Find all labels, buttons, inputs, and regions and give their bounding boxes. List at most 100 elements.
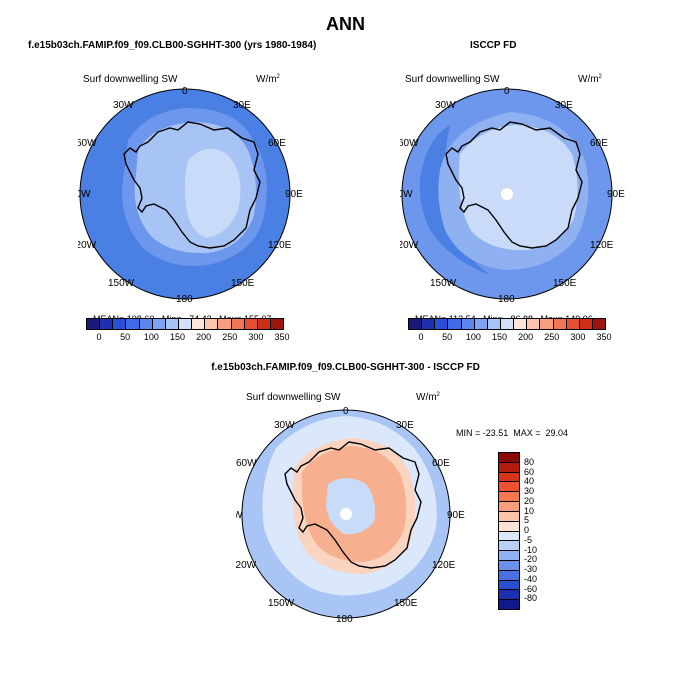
colorbar-tick-label: 250 [222, 332, 238, 342]
colorbar-swatch [270, 319, 284, 329]
panel2-map-label: Surf downwelling SW [405, 74, 500, 85]
panel1-lon-150e: 150E [231, 278, 255, 289]
colorbar-tick-label: -60 [524, 583, 538, 594]
panel1-lon-60e: 60E [268, 138, 286, 149]
panel3-lon-150w: 150W [268, 598, 295, 609]
panel1-map-label: Surf downwelling SW [83, 74, 178, 85]
panel1-lon-0: 0 [182, 86, 188, 97]
colorbar-swatch [87, 319, 101, 329]
colorbar-tick-label: 40 [524, 476, 535, 487]
colorbar-swatch [540, 319, 554, 329]
colorbar-swatch [499, 453, 519, 463]
panel1-lon-150w: 150W [108, 278, 135, 289]
colorbar-swatch [499, 570, 519, 581]
panel1-lon-120e: 120E [268, 240, 292, 251]
panel3-lon-30w: 30W [274, 420, 295, 431]
colorbar-tick-label: 5 [524, 515, 530, 526]
panel2-lon-0: 0 [504, 86, 510, 97]
figure-title: ANN [326, 14, 365, 34]
panel1-lon-30e: 30E [233, 100, 251, 111]
colorbar-swatch [126, 319, 140, 329]
colorbar-swatch [499, 541, 519, 552]
panel1-disk [79, 88, 291, 300]
panel2-lon-90e: 90E [607, 189, 625, 200]
colorbar-swatch [592, 319, 606, 329]
colorbar-tick-label: 20 [524, 495, 535, 506]
panel2-lon-120w: 120W [400, 240, 419, 251]
colorbar-swatch [527, 319, 541, 329]
panel2-lon-60w: 60W [400, 138, 419, 149]
panel1-lon-90e: 90E [285, 189, 303, 200]
panel1-lon-30w: 30W [113, 100, 134, 111]
panel1-coastline [123, 121, 261, 249]
panel2-missing-pole [501, 188, 513, 200]
colorbar-swatch [500, 319, 515, 329]
colorbar-swatch [553, 319, 567, 329]
colorbar-tick-label: 80 [524, 456, 535, 467]
panel3-map: Surf downwelling SW W/m2 0 30E 60E 90E 1… [236, 392, 465, 625]
panel1-units: W/m2 [256, 74, 281, 85]
colorbar-swatch [499, 590, 519, 601]
colorbar-swatch [487, 319, 501, 329]
colorbar-tick-label: 0 [524, 525, 530, 535]
panel2-disk [401, 88, 613, 300]
colorbar-swatch [448, 319, 462, 329]
colorbar-swatch [579, 319, 593, 329]
panel3-header: f.e15b03ch.FAMIP.f09_f09.CLB00-SGHHT-300… [211, 362, 480, 373]
colorbar-swatch [499, 502, 519, 512]
panel2-header: ISCCP FD [470, 40, 517, 51]
panel1-lon-60w: 60W [78, 138, 97, 149]
colorbar-tick-label: 100 [143, 332, 159, 342]
colorbar-swatch [257, 319, 271, 329]
panel2-colorbar [408, 318, 606, 330]
colorbar-tick-label: -5 [524, 534, 533, 545]
colorbar-swatch [192, 319, 206, 329]
panel1-lon-180: 180 [176, 294, 193, 305]
panel3-lon-90w: 90W [236, 510, 243, 521]
colorbar-swatch [499, 492, 519, 503]
panel3-lon-120e: 120E [432, 560, 456, 571]
colorbar-tick-label: 100 [465, 332, 481, 342]
colorbar-swatch [435, 319, 449, 329]
colorbar-swatch [409, 319, 423, 329]
colorbar-tick-label: 50 [442, 332, 453, 342]
panel3-lon-0: 0 [343, 406, 349, 417]
panel1-map: Surf downwelling SW W/m2 0 30E 60E 90E 1… [78, 74, 303, 305]
colorbar-swatch [499, 560, 519, 571]
panel3-coastline [284, 441, 422, 569]
colorbar-tick-label: -20 [524, 554, 538, 565]
colorbar-swatch [499, 521, 519, 532]
panel3-interior-blue [326, 478, 375, 535]
panel1-lon-120w: 120W [78, 240, 97, 251]
colorbar-swatch [499, 551, 519, 561]
colorbar-swatch [178, 319, 193, 329]
colorbar-tick-label: 60 [524, 466, 535, 477]
panel2-lon-120e: 120E [590, 240, 614, 251]
panel3-colorbar [498, 452, 520, 610]
colorbar-swatch [499, 482, 519, 493]
panel2-ice [458, 125, 578, 251]
colorbar-tick-label: -80 [524, 593, 538, 604]
colorbar-swatch [499, 472, 519, 483]
panel3-units: W/m2 [416, 392, 441, 403]
panel3-map-label: Surf downwelling SW [246, 392, 341, 403]
panel2-coastline [445, 121, 583, 249]
panel3-lon-150e: 150E [394, 598, 418, 609]
panel1-header: f.e15b03ch.FAMIP.f09_f09.CLB00-SGHHT-300… [28, 40, 317, 51]
colorbar-tick-label: 350 [596, 332, 612, 342]
colorbar-tick-label: 300 [570, 332, 586, 342]
colorbar-swatch [139, 319, 153, 329]
colorbar-tick-label: 350 [274, 332, 290, 342]
colorbar-swatch [244, 319, 258, 329]
panel2-lon-150w: 150W [430, 278, 457, 289]
colorbar-swatch [422, 319, 436, 329]
panel3-lon-60e: 60E [432, 458, 450, 469]
panel3-missing-pole [340, 508, 352, 520]
colorbar-tick-label: 150 [491, 332, 507, 342]
colorbar-swatch [499, 462, 519, 473]
colorbar-tick-label: 150 [169, 332, 185, 342]
panel3-stats: MIN = -23.51 MAX = 29.04 [456, 428, 569, 438]
panel2-map: Surf downwelling SW W/m2 0 30E 60E 90E 1… [400, 74, 625, 305]
colorbar-tick-label: -30 [524, 564, 538, 574]
panel1-ice-inner [184, 148, 241, 238]
